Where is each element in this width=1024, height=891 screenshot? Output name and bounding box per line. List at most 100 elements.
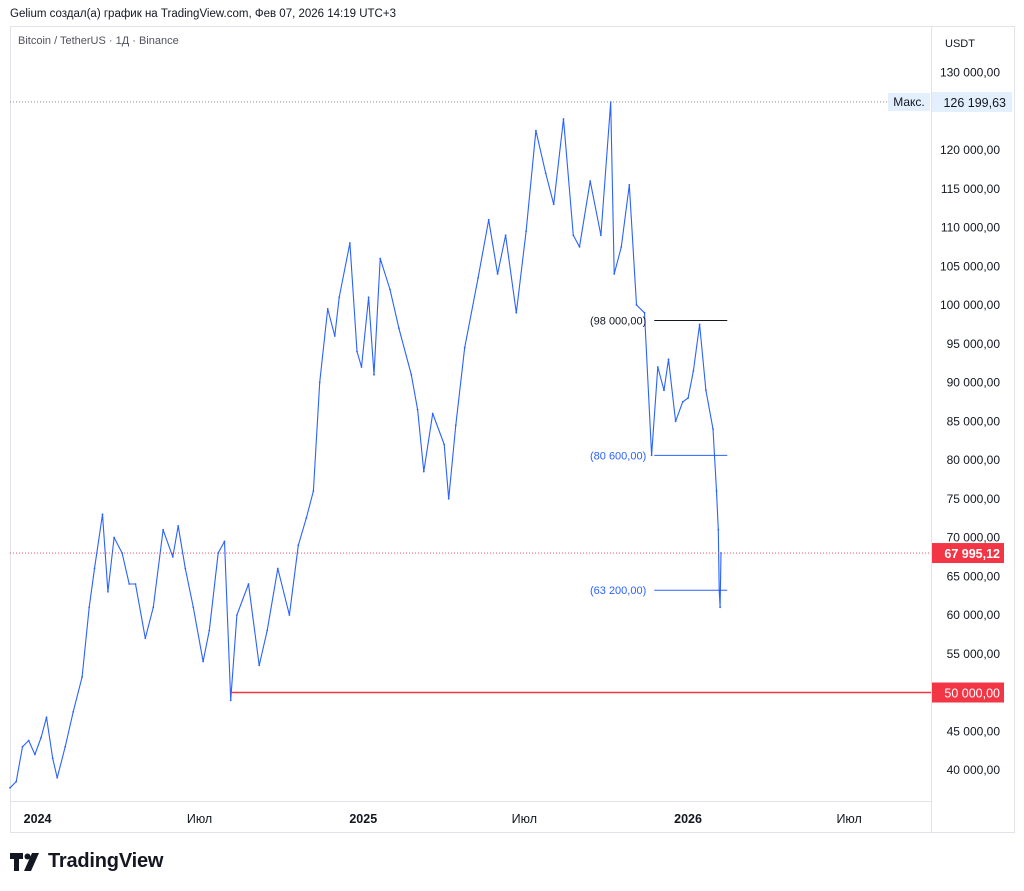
price-series-point xyxy=(144,637,147,640)
y-tick-label: 70 000,00 xyxy=(947,531,1001,545)
price-series-point xyxy=(454,424,457,426)
price-series-point xyxy=(373,373,375,376)
price-series-point xyxy=(349,242,351,244)
x-tick-label: 2024 xyxy=(24,812,52,826)
price-series-point xyxy=(562,118,565,120)
price-series-point xyxy=(698,323,701,326)
price-series-point xyxy=(650,454,653,457)
price-series-point xyxy=(422,470,425,473)
y-tick-label: 40 000,00 xyxy=(947,763,1001,777)
price-series-point xyxy=(589,180,592,182)
price-series-point xyxy=(288,614,291,616)
price-series-point xyxy=(674,420,677,423)
price-series-point xyxy=(620,246,623,248)
tradingview-logo: TradingView xyxy=(10,850,163,873)
price-series-point xyxy=(9,786,11,789)
price-series-point xyxy=(27,739,30,742)
price-series-point xyxy=(305,517,308,519)
level-label: (80 600,00) xyxy=(590,450,646,462)
y-tick-label: 130 000,00 xyxy=(940,66,1000,80)
price-series-point xyxy=(333,335,336,337)
price-series-point xyxy=(326,308,329,310)
price-series-point xyxy=(247,583,250,585)
chart-caption: Gelium создал(а) график на TradingView.c… xyxy=(10,8,396,20)
currency-label[interactable]: USDT xyxy=(945,38,975,50)
price-series-point xyxy=(171,556,174,558)
price-series-point xyxy=(643,311,646,314)
price-series-point xyxy=(223,540,226,543)
price-series-point xyxy=(681,401,684,403)
price-series-point xyxy=(56,776,59,779)
price-series-point xyxy=(572,234,575,237)
price-series-point xyxy=(338,296,341,299)
support-price-badge xyxy=(932,682,1004,703)
price-series-layer xyxy=(9,101,722,789)
price-series-point xyxy=(88,606,91,609)
price-series-point xyxy=(297,544,300,547)
price-series-point xyxy=(217,552,220,554)
price-axis[interactable]: 40 000,00 45 000,00 55 000,00 60 000,00 65 0… xyxy=(940,66,1000,778)
price-series-point xyxy=(318,381,321,384)
symbol-title: Bitcoin / TetherUS · 1Д · Binance xyxy=(18,35,179,47)
price-series-point xyxy=(266,629,269,632)
price-series-point xyxy=(45,716,48,719)
price-series-point xyxy=(515,311,518,314)
y-tick-label: 80 000,00 xyxy=(947,453,1001,467)
price-series-point xyxy=(21,745,24,748)
price-series-point xyxy=(356,350,358,353)
price-series-point xyxy=(443,443,446,446)
x-tick-label: Июл xyxy=(187,812,212,826)
x-tick-label: 2026 xyxy=(674,812,702,826)
level-label: (98 000,00) xyxy=(590,316,646,328)
price-series-point xyxy=(717,528,720,531)
y-tick-label: 115 000,00 xyxy=(941,182,1000,196)
y-tick-label: 90 000,00 xyxy=(947,376,1001,390)
price-series-point xyxy=(229,699,232,702)
price-series-point xyxy=(447,497,450,500)
price-series-point xyxy=(628,184,631,186)
max-price-badge xyxy=(932,91,1012,112)
y-tick-label: 105 000,00 xyxy=(940,259,1000,273)
price-series-point xyxy=(552,203,555,206)
price-series-point xyxy=(431,412,434,415)
price-series-point xyxy=(360,366,363,368)
y-tick-label: 55 000,00 xyxy=(947,647,1001,661)
price-series-point xyxy=(72,711,75,713)
price-series-point xyxy=(276,567,279,570)
price-series-point xyxy=(101,513,104,516)
price-series-point xyxy=(81,676,83,678)
level-label: (63 200,00) xyxy=(590,585,646,597)
price-series-point xyxy=(258,664,261,667)
price-series-point xyxy=(134,583,137,585)
price-series-point xyxy=(202,660,205,663)
y-tick-label: 75 000,00 xyxy=(947,492,1001,506)
price-series-point xyxy=(208,629,211,632)
y-tick-label: 120 000,00 xyxy=(940,143,1000,157)
price-series-point xyxy=(152,606,155,609)
support-price-value: 50 000,00 xyxy=(944,687,1000,701)
price-series-point xyxy=(367,296,370,299)
price-series-point xyxy=(705,389,707,392)
price-series-point xyxy=(93,567,96,570)
price-series-point xyxy=(635,304,638,306)
last-price-badge xyxy=(932,543,1004,564)
max-tag-text: Макс. xyxy=(893,95,925,109)
time-axis[interactable]: 2024 Июл 2025 Июл 2026 Июл xyxy=(24,812,862,826)
price-series-point xyxy=(113,536,115,539)
annotation-layer: (98 000,00) (80 600,00) (63 200,00) xyxy=(10,101,931,694)
price-series-point xyxy=(600,234,602,237)
price-series-point xyxy=(64,745,67,748)
tradingview-logo-icon xyxy=(10,852,39,871)
last-price-value: 67 995,12 xyxy=(944,547,1000,561)
price-axis-badges: Макс. 126 199,63 67 995,12 50 000,00 xyxy=(888,91,1012,703)
price-series-line xyxy=(9,101,722,789)
price-series-point xyxy=(535,129,537,132)
price-series-point xyxy=(40,736,42,739)
price-series-point xyxy=(128,583,131,585)
x-tick-label: 2025 xyxy=(349,812,377,826)
max-price-value: 126 199,63 xyxy=(943,96,1006,110)
price-series-point xyxy=(496,273,499,275)
price-series-point xyxy=(398,327,400,330)
y-tick-label: 45 000,00 xyxy=(947,724,1001,738)
